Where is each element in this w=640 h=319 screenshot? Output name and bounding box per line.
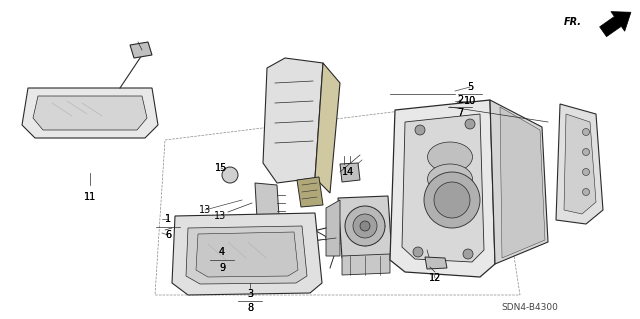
Circle shape — [353, 214, 377, 238]
Circle shape — [465, 119, 475, 129]
Text: 7: 7 — [457, 108, 463, 118]
Circle shape — [424, 172, 480, 228]
Text: 2: 2 — [457, 95, 463, 105]
Polygon shape — [315, 63, 340, 193]
Polygon shape — [326, 200, 340, 256]
Polygon shape — [172, 213, 322, 295]
Polygon shape — [130, 42, 152, 58]
Polygon shape — [600, 11, 631, 37]
Text: 15: 15 — [215, 163, 227, 173]
Text: 5: 5 — [467, 82, 473, 92]
Polygon shape — [186, 226, 307, 284]
Circle shape — [345, 206, 385, 246]
Circle shape — [415, 125, 425, 135]
Polygon shape — [255, 183, 279, 218]
Text: 9: 9 — [219, 263, 225, 273]
Text: 4: 4 — [219, 247, 225, 257]
Text: 5: 5 — [467, 82, 473, 92]
Polygon shape — [500, 107, 545, 258]
Circle shape — [582, 129, 589, 136]
Text: 15: 15 — [215, 163, 227, 173]
Text: 9: 9 — [219, 263, 225, 273]
Circle shape — [413, 247, 423, 257]
Circle shape — [434, 182, 470, 218]
Ellipse shape — [428, 186, 472, 216]
Polygon shape — [490, 100, 548, 264]
Polygon shape — [340, 163, 360, 182]
Text: 1: 1 — [165, 214, 171, 224]
Text: FR.: FR. — [564, 17, 582, 27]
Text: 6: 6 — [165, 230, 171, 240]
Text: 2: 2 — [457, 95, 463, 105]
Polygon shape — [338, 196, 392, 258]
Text: SDN4-B4300: SDN4-B4300 — [502, 302, 559, 311]
Circle shape — [582, 149, 589, 155]
Polygon shape — [342, 254, 390, 275]
Text: 14: 14 — [342, 167, 354, 177]
Polygon shape — [196, 232, 298, 277]
Polygon shape — [564, 114, 596, 214]
Circle shape — [582, 189, 589, 196]
Text: 10: 10 — [464, 96, 476, 106]
Polygon shape — [33, 96, 147, 130]
Text: 8: 8 — [247, 303, 253, 313]
Text: 8: 8 — [247, 303, 253, 313]
Polygon shape — [390, 100, 495, 277]
Text: 10: 10 — [464, 96, 476, 106]
Text: 14: 14 — [342, 167, 354, 177]
Text: 3: 3 — [247, 289, 253, 299]
Circle shape — [582, 168, 589, 175]
Circle shape — [360, 221, 370, 231]
Text: 12: 12 — [429, 273, 441, 283]
Circle shape — [222, 167, 238, 183]
Text: 12: 12 — [429, 273, 441, 283]
Text: 6: 6 — [165, 230, 171, 240]
Ellipse shape — [428, 164, 472, 194]
Polygon shape — [556, 104, 603, 224]
Text: 11: 11 — [84, 192, 96, 202]
Polygon shape — [263, 216, 289, 242]
Text: 4: 4 — [219, 247, 225, 257]
Text: 7: 7 — [457, 108, 463, 118]
Polygon shape — [263, 58, 323, 183]
Text: 11: 11 — [84, 192, 96, 202]
Polygon shape — [22, 88, 158, 138]
Ellipse shape — [428, 142, 472, 172]
Polygon shape — [402, 114, 484, 262]
Polygon shape — [297, 177, 323, 207]
Text: 13: 13 — [214, 211, 226, 221]
Polygon shape — [425, 257, 447, 269]
Text: 13: 13 — [199, 205, 211, 215]
Circle shape — [463, 249, 473, 259]
Text: 1: 1 — [165, 214, 171, 224]
Text: 3: 3 — [247, 289, 253, 299]
